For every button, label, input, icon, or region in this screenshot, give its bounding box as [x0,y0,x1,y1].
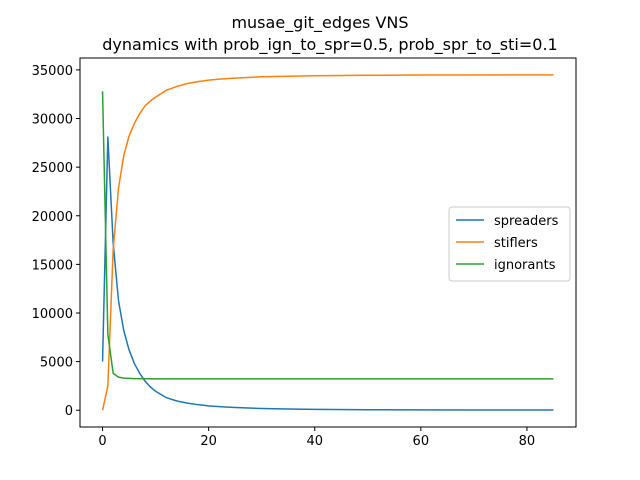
y-tick-label: 30000 [32,113,73,128]
legend-label-ignorants: ignorants [494,258,556,273]
series-line-stiflers [101,74,554,411]
chart-title: musae_git_edges VNS [231,13,408,33]
x-axis: 0 20 40 60 80 [98,427,535,449]
chart-subtitle: dynamics with prob_ign_to_spr=0.5, prob_… [102,35,557,55]
series-layer [101,74,554,411]
series-line-ignorants [101,91,554,380]
x-tick-label: 0 [98,434,106,449]
legend-box [448,206,571,282]
plot-frame [79,57,577,428]
y-axis: 0 5000 10000 15000 20000 25000 30000 35000 [32,64,80,419]
y-tick-label: 25000 [32,161,73,176]
y-tick-label: 15000 [32,258,73,273]
y-tick-label: 0 [65,404,73,419]
x-tick-label: 60 [413,434,430,449]
x-tick-label: 40 [306,434,323,449]
y-tick-label: 5000 [40,356,73,371]
legend-label-stiflers: stiflers [494,236,538,251]
series-line-spreaders [101,136,554,411]
x-tick-label: 80 [519,434,536,449]
x-tick-label: 20 [200,434,217,449]
legend-label-spreaders: spreaders [494,214,559,229]
legend: spreaders stiflers ignorants [448,206,571,282]
y-tick-label: 20000 [32,210,73,225]
y-tick-label: 10000 [32,307,73,322]
y-tick-label: 35000 [32,64,73,79]
